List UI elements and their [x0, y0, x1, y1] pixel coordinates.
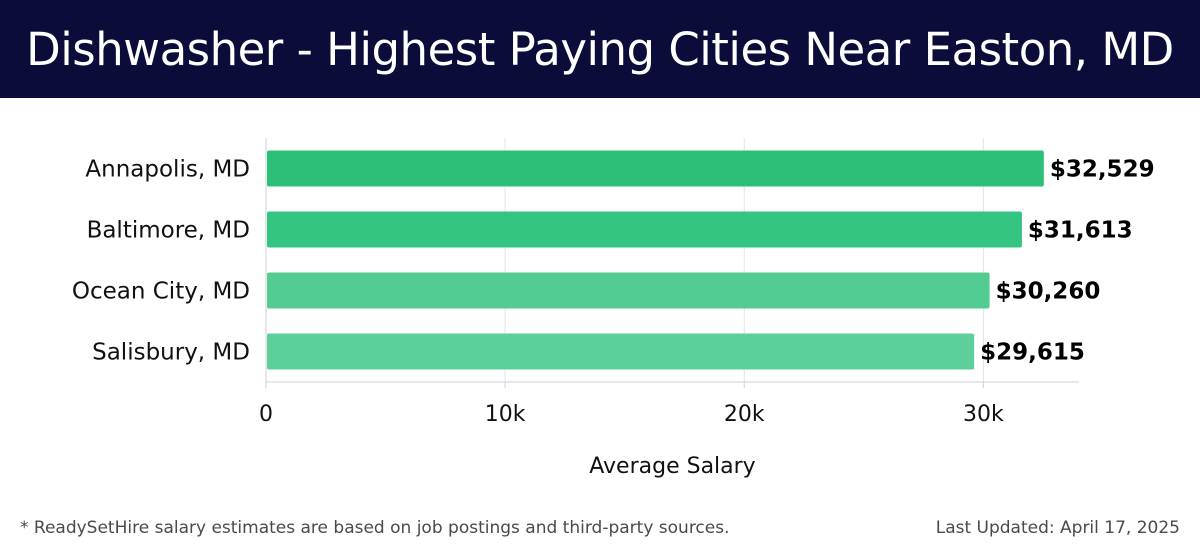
value-label: $32,529	[1050, 157, 1155, 183]
x-axis-title: Average Salary	[589, 454, 755, 479]
category-label: Ocean City, MD	[72, 279, 250, 305]
value-label: $30,260	[996, 279, 1101, 305]
category-label: Annapolis, MD	[85, 157, 250, 183]
x-tick-label: 10k	[485, 402, 526, 427]
bar	[267, 272, 990, 309]
bar	[267, 333, 975, 370]
value-label: $31,613	[1028, 218, 1133, 244]
bar	[267, 211, 1022, 248]
category-label: Baltimore, MD	[87, 218, 250, 244]
bar-chart: Annapolis, MD $32,529 Baltimore, MD $31,613…	[72, 138, 1155, 479]
value-label: $29,615	[980, 340, 1085, 366]
footer-note: * ReadySetHire salary estimates are base…	[20, 518, 730, 538]
chart-header: Dishwasher - Highest Paying Cities Near …	[0, 0, 1200, 98]
x-tick-label: 0	[259, 402, 273, 427]
x-tick-label: 30k	[963, 402, 1004, 427]
x-tick-label: 20k	[724, 402, 765, 427]
last-updated: Last Updated: April 17, 2025	[935, 518, 1180, 538]
chart-title: Dishwasher - Highest Paying Cities Near …	[26, 22, 1174, 76]
category-label: Salisbury, MD	[92, 340, 250, 366]
bar	[267, 150, 1044, 187]
